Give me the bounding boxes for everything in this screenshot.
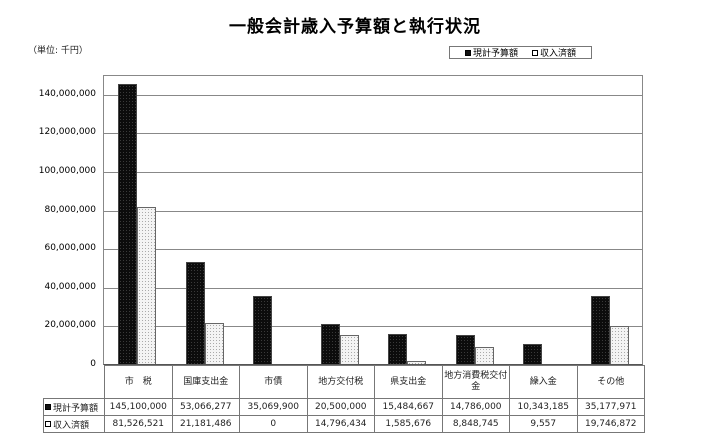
- category-header: 県支出金: [374, 365, 443, 399]
- bar-received: [339, 335, 359, 364]
- category-header: その他: [576, 365, 645, 399]
- category-header: 市債: [239, 365, 308, 399]
- legend: 現計予算額 収入済額: [449, 46, 592, 59]
- bar-received: [137, 207, 156, 364]
- y-tick-label: 20,000,000: [44, 320, 96, 331]
- row-label: 現計予算額: [53, 403, 99, 414]
- dark-square-swatch-icon: [45, 404, 51, 410]
- category-header: 繰入金: [509, 365, 578, 399]
- table-row-budget: 現計予算額 145,100,000 53,066,277 35,069,900 20,…: [43, 398, 645, 416]
- gridline: [104, 172, 642, 173]
- table-row-received: 収入済額 81,526,521 21,181,486 0 14,796,434 1,58…: [43, 415, 645, 433]
- gridline: [104, 249, 642, 251]
- table-cell: 19,746,872: [576, 415, 645, 433]
- category-header: 市 税: [104, 365, 173, 399]
- bar-budget: [388, 334, 407, 364]
- bar-budget: [118, 84, 137, 364]
- unit-label: （単位: 千円）: [28, 46, 88, 56]
- table-cell: 145,100,000: [104, 398, 173, 416]
- plot-area: [103, 75, 643, 365]
- gridline: [104, 287, 642, 289]
- bar-budget: [320, 324, 340, 364]
- legend-item-budget: 現計予算額: [464, 46, 518, 59]
- category-header: 地方消費税交付金: [441, 365, 510, 399]
- bar-budget: [185, 262, 205, 364]
- y-tick-label: 120,000,000: [38, 127, 96, 138]
- bar-budget: [455, 335, 475, 364]
- gridline: [104, 210, 642, 212]
- row-header: 収入済額: [43, 415, 105, 433]
- category-header: 国庫支出金: [171, 365, 240, 399]
- chart-title: 一般会計歳入予算額と執行状況: [229, 17, 481, 37]
- data-table: 市 税国庫支出金 市債 地方交付税 県支出金 地方消費税交付金 繰入金 その他 現計予算額 …: [43, 365, 645, 433]
- table-cell: 14,786,000: [441, 398, 510, 416]
- y-tick-label: 140,000,000: [38, 88, 96, 99]
- table-corner: [43, 365, 105, 399]
- table-cell: 35,177,971: [576, 398, 645, 416]
- light-square-swatch-icon: [45, 421, 51, 427]
- table-cell: 53,066,277: [171, 398, 240, 416]
- bar-received: [204, 323, 224, 364]
- row-header: 現計予算額: [43, 398, 105, 416]
- legend-item-received: 収入済額: [532, 46, 576, 59]
- table-cell: 8,848,745: [441, 415, 510, 433]
- bar-budget: [253, 296, 272, 364]
- legend-label: 収入済額: [540, 49, 577, 59]
- legend-label: 現計予算額: [472, 49, 518, 59]
- bar-received: [609, 326, 629, 364]
- table-cell: 10,343,185: [509, 398, 578, 416]
- dark-square-swatch-icon: [464, 49, 471, 56]
- table-cell: 15,484,667: [374, 398, 443, 416]
- light-square-swatch-icon: [532, 49, 538, 56]
- table-cell: 14,796,434: [306, 415, 375, 433]
- table-header-row: 市 税国庫支出金 市債 地方交付税 県支出金 地方消費税交付金 繰入金 その他: [43, 365, 645, 399]
- y-tick-label: 40,000,000: [44, 281, 96, 292]
- bar-received: [407, 361, 426, 364]
- table-cell: 0: [239, 415, 308, 433]
- bar-budget: [590, 296, 610, 364]
- gridline: [104, 326, 642, 328]
- table-cell: 9,557: [509, 415, 578, 433]
- row-label: 収入済額: [53, 420, 90, 431]
- gridline: [104, 133, 642, 135]
- category-header: 地方交付税: [306, 365, 375, 399]
- table-cell: 35,069,900: [239, 398, 308, 416]
- table-cell: 20,500,000: [306, 398, 375, 416]
- y-tick-label: 0: [90, 359, 96, 369]
- table-cell: 81,526,521: [104, 415, 173, 433]
- bar-budget: [523, 344, 542, 364]
- y-tick-label: 60,000,000: [44, 243, 96, 254]
- table-cell: 1,585,676: [374, 415, 443, 433]
- gridline: [104, 94, 642, 96]
- table-cell: 21,181,486: [171, 415, 240, 433]
- y-tick-label: 100,000,000: [38, 166, 96, 176]
- bar-received: [474, 347, 494, 364]
- y-tick-label: 80,000,000: [44, 204, 96, 215]
